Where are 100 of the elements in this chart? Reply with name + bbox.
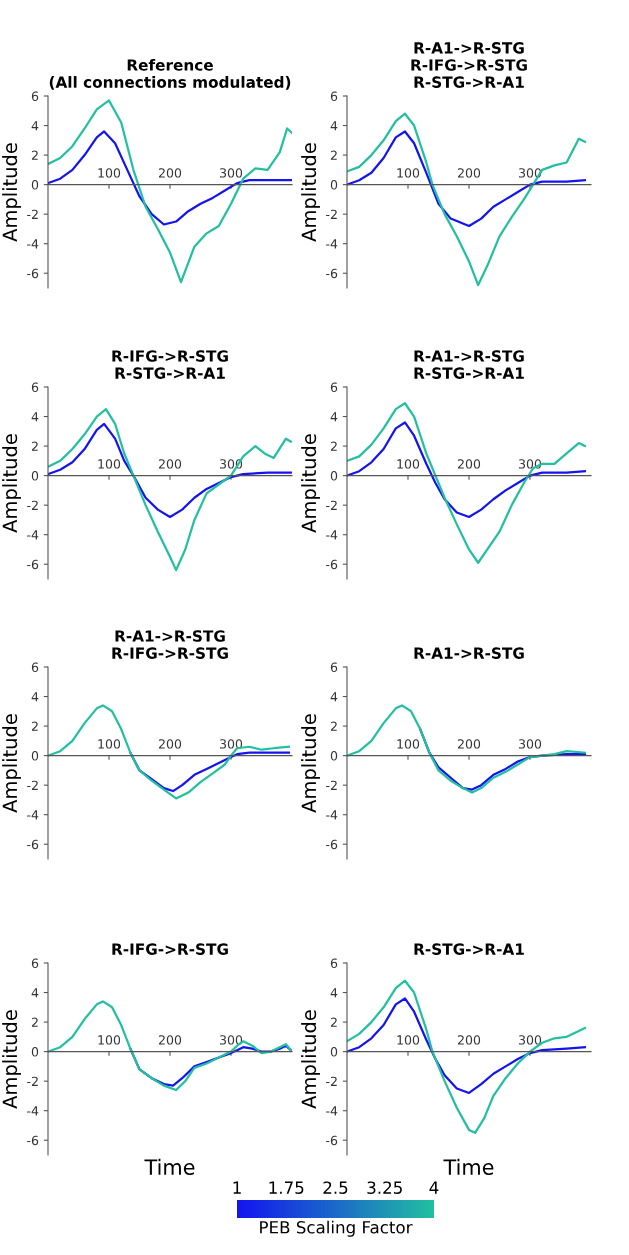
y-tick-label: -4	[326, 1106, 338, 1116]
x-tick-label: 300	[220, 739, 243, 749]
y-tick-label: 0	[31, 180, 39, 190]
y-tick-label: 0	[31, 471, 39, 481]
y-tick-label: -2	[326, 780, 337, 790]
y-tick-label: -6	[326, 839, 338, 850]
y-tick-label: 6	[330, 662, 338, 672]
y-tick-label: -6	[326, 1135, 338, 1146]
y-axis-title: Amplitude	[301, 143, 320, 242]
y-tick-label: -2	[326, 209, 337, 219]
y-tick-label: -4	[326, 530, 338, 540]
y-tick-label: -6	[27, 559, 39, 570]
line-series	[347, 421, 587, 519]
color-bar-label: 4	[429, 1181, 439, 1194]
y-tick-label: -4	[326, 239, 338, 249]
y-tick-label: 2	[31, 1017, 38, 1027]
y-tick-label: 0	[31, 1047, 39, 1057]
y-tick-label: -6	[326, 559, 338, 570]
y-axis-title: Amplitude	[2, 143, 21, 242]
color-bar-label: 3.25	[367, 1181, 402, 1194]
y-tick-label: 4	[330, 121, 338, 131]
y-tick-label: -6	[27, 268, 39, 279]
x-axis-title: Time	[443, 1158, 494, 1175]
y-tick-label: 6	[330, 91, 338, 101]
y-tick-label: -4	[27, 810, 39, 820]
chart-title: R-A1->R-STG R-IFG->R-STG	[112, 630, 228, 659]
chart-title: R-A1->R-STG R-IFG->R-STG R-STG->R-A1	[411, 42, 527, 88]
chart-title: Reference (All connections modulated)	[49, 58, 291, 90]
y-tick-label: 4	[330, 988, 338, 998]
y-axis-title: Amplitude	[2, 434, 21, 533]
line-series	[347, 704, 587, 794]
x-tick-label: 300	[220, 168, 243, 178]
chart-title: R-IFG->R-STG	[112, 943, 228, 955]
y-tick-label: 4	[31, 121, 39, 131]
y-tick-label: -2	[27, 500, 38, 510]
x-tick-label: 100	[98, 459, 121, 469]
x-tick-label: 200	[158, 168, 182, 178]
y-tick-label: 6	[31, 958, 39, 968]
y-tick-label: 2	[330, 441, 337, 451]
y-tick-label: -4	[27, 530, 39, 540]
x-tick-label: 300	[519, 739, 542, 749]
y-tick-label: -6	[326, 268, 338, 279]
x-tick-label: 200	[457, 739, 481, 749]
y-tick-label: 4	[31, 412, 39, 422]
x-tick-label: 100	[98, 168, 121, 178]
y-axis-title: Amplitude	[2, 1010, 21, 1109]
y-tick-label: 0	[330, 751, 338, 761]
y-tick-label: 6	[31, 91, 39, 101]
x-tick-label: 100	[397, 168, 420, 178]
x-tick-label: 100	[397, 1035, 420, 1045]
y-tick-label: 0	[330, 471, 338, 481]
x-tick-label: 100	[98, 1035, 121, 1045]
y-tick-label: 4	[31, 692, 39, 702]
chart-title: R-STG->R-A1	[414, 943, 524, 955]
line-series	[347, 112, 587, 287]
line-series	[347, 130, 587, 228]
y-tick-label: 0	[330, 1047, 338, 1057]
y-tick-label: 6	[330, 958, 338, 968]
y-tick-label: -6	[27, 839, 39, 850]
y-axis-title: Amplitude	[301, 714, 320, 813]
y-tick-label: -4	[27, 239, 39, 249]
y-tick-label: -6	[27, 1135, 39, 1146]
y-tick-label: 6	[31, 662, 39, 672]
y-tick-label: -2	[326, 500, 337, 510]
x-tick-label: 200	[457, 168, 481, 178]
y-tick-label: 2	[330, 150, 337, 160]
y-tick-label: 2	[31, 441, 38, 451]
x-tick-label: 200	[158, 459, 182, 469]
x-tick-label: 200	[158, 739, 182, 749]
line-series	[347, 402, 587, 564]
y-tick-label: 4	[330, 692, 338, 702]
y-tick-label: 4	[31, 988, 39, 998]
x-tick-label: 300	[519, 459, 542, 469]
x-tick-label: 100	[98, 739, 121, 749]
y-tick-label: 2	[31, 150, 38, 160]
chart-title: R-A1->R-STG R-STG->R-A1	[414, 350, 524, 379]
x-tick-label: 200	[457, 1035, 481, 1045]
line-series	[347, 997, 587, 1095]
color-bar-label: 1.75	[269, 1181, 304, 1194]
y-tick-label: 4	[330, 412, 338, 422]
y-tick-label: 6	[31, 382, 39, 392]
y-tick-label: -2	[27, 1076, 38, 1086]
x-tick-label: 100	[397, 739, 420, 749]
y-tick-label: -4	[326, 810, 338, 820]
color-bar-label: 2.5	[323, 1181, 348, 1194]
x-tick-label: 200	[158, 1035, 182, 1045]
y-tick-label: 0	[31, 751, 39, 761]
y-tick-label: 2	[330, 1017, 337, 1027]
x-tick-label: 100	[397, 459, 420, 469]
x-tick-label: 300	[519, 1035, 542, 1045]
line-series	[347, 979, 587, 1134]
chart-title: R-IFG->R-STG R-STG->R-A1	[112, 350, 228, 379]
chart-title: R-A1->R-STG	[414, 647, 524, 659]
y-tick-label: 0	[330, 180, 338, 190]
color-bar-label: 1	[233, 1181, 241, 1194]
y-tick-label: -2	[27, 209, 38, 219]
y-tick-label: -4	[27, 1106, 39, 1116]
y-tick-label: 6	[330, 382, 338, 392]
x-axis-title: Time	[144, 1158, 195, 1175]
y-tick-label: -2	[27, 780, 38, 790]
